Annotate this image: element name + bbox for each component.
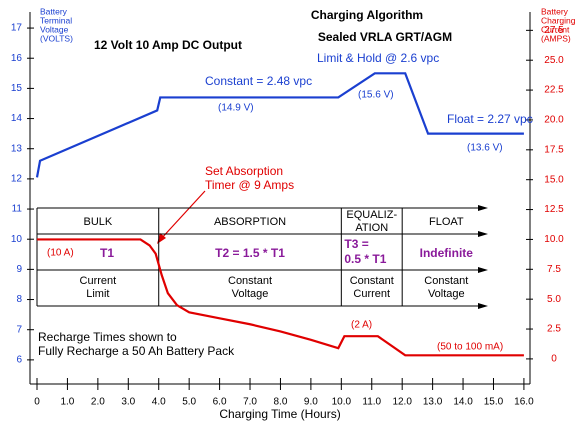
y2-tick-label: 15.0 <box>544 174 564 185</box>
phase-mode: Constant <box>424 275 468 287</box>
x-tick-label: 0 <box>34 397 40 408</box>
x-tick-label: 8.0 <box>274 397 288 408</box>
phase-name: ATION <box>355 222 388 234</box>
phase-duration: T1 <box>100 246 114 260</box>
table-arrow <box>478 231 488 237</box>
x-tick-label: 7.0 <box>243 397 257 408</box>
y-tick-label: 17 <box>11 23 23 34</box>
x-tick-label: 5.0 <box>182 397 196 408</box>
annotation: (50 to 100 mA) <box>437 342 503 353</box>
y2-axis-label: (AMPS) <box>541 33 571 43</box>
y-axis-label: Battery <box>40 6 68 16</box>
y2-tick-label: 25.0 <box>544 55 564 66</box>
y2-tick-label: 10.0 <box>544 234 564 245</box>
y-axis-label: (VOLTS) <box>40 33 73 43</box>
annotation: (15.6 V) <box>358 90 394 101</box>
y2-tick-label: 7.5 <box>547 264 561 275</box>
annotation: Timer @ 9 Amps <box>205 178 294 192</box>
phase-mode: Limit <box>86 288 109 300</box>
x-tick-label: 3.0 <box>121 397 135 408</box>
arrow-head <box>157 233 166 244</box>
x-tick-label: 10.0 <box>332 397 352 408</box>
y-tick-label: 7 <box>16 324 22 335</box>
annotation: (2 A) <box>351 320 372 331</box>
y2-tick-label: 20.0 <box>544 115 564 126</box>
x-tick-label: 2.0 <box>91 397 105 408</box>
x-tick-label: 9.0 <box>304 397 318 408</box>
x-tick-label: 12.0 <box>392 397 412 408</box>
table-arrow <box>478 303 488 309</box>
table-arrow <box>478 205 488 211</box>
phase-mode: Constant <box>228 275 272 287</box>
phase-name: EQUALIZ- <box>346 209 397 221</box>
annotation: (10 A) <box>47 248 74 259</box>
annotation: Recharge Times shown to <box>38 330 177 344</box>
phase-mode: Constant <box>350 275 394 287</box>
phase-name: FLOAT <box>429 216 464 228</box>
x-tick-label: 15.0 <box>484 397 504 408</box>
phase-mode: Voltage <box>232 288 269 300</box>
phase-mode: Voltage <box>428 288 465 300</box>
x-tick-label: 4.0 <box>152 397 166 408</box>
y-tick-label: 9 <box>16 264 22 275</box>
x-tick-label: 1.0 <box>60 397 74 408</box>
y-tick-label: 8 <box>16 294 22 305</box>
y-tick-label: 14 <box>11 113 23 124</box>
x-tick-label: 11.0 <box>362 397 381 408</box>
y-tick-label: 11 <box>12 204 23 215</box>
x-tick-label: 14.0 <box>453 397 473 408</box>
annotation-arrow <box>159 190 206 241</box>
annotation: Set Absorption <box>205 164 283 178</box>
y-axis-label: Terminal <box>40 15 72 25</box>
annotation: Limit & Hold @ 2.6 vpc <box>317 51 439 65</box>
y2-tick-label: 22.5 <box>544 85 564 96</box>
y2-axis-label: Charging <box>541 15 576 25</box>
y2-axis-label: Current <box>541 24 570 34</box>
phase-name: ABSORPTION <box>214 216 286 228</box>
y-axis-label: Voltage <box>40 24 69 34</box>
annotation: (14.9 V) <box>218 103 254 114</box>
y2-tick-label: 5.0 <box>547 294 561 305</box>
series-line <box>35 72 524 178</box>
phase-mode: Current <box>353 288 390 300</box>
y2-tick-label: 12.5 <box>544 204 564 215</box>
y-tick-label: 12 <box>11 174 23 185</box>
phase-duration: T3 = <box>344 237 368 251</box>
y-tick-label: 16 <box>11 53 23 64</box>
table-arrow <box>478 267 488 273</box>
chart-title: Charging Algorithm <box>311 8 423 22</box>
x-tick-label: 16.0 <box>514 397 534 408</box>
y2-tick-label: 17.5 <box>544 144 564 155</box>
chart-title: Sealed VRLA GRT/AGM <box>318 30 452 44</box>
annotation: (13.6 V) <box>467 143 503 154</box>
y2-tick-label: 2.5 <box>547 324 561 335</box>
phase-duration: T2 = 1.5 * T1 <box>215 246 285 260</box>
chart-subtitle: 12 Volt 10 Amp DC Output <box>94 38 242 52</box>
annotation: Fully Recharge a 50 Ah Battery Pack <box>38 344 235 358</box>
annotation: Constant = 2.48 vpc <box>205 74 312 88</box>
phase-duration: 0.5 * T1 <box>344 252 386 266</box>
y-tick-label: 10 <box>11 234 23 245</box>
phase-mode: Current <box>80 275 117 287</box>
phase-name: BULK <box>83 216 112 228</box>
y2-axis-label: Battery <box>541 6 569 16</box>
series-line <box>36 238 524 357</box>
y-tick-label: 13 <box>11 143 23 154</box>
x-axis-label: Charging Time (Hours) <box>219 407 340 421</box>
annotation: Float = 2.27 vpc <box>447 112 533 126</box>
y-tick-label: 6 <box>16 355 22 366</box>
phase-duration: Indefinite <box>420 246 474 260</box>
x-tick-label: 6.0 <box>213 397 227 408</box>
y2-tick-label: 0 <box>551 354 557 365</box>
y-tick-label: 15 <box>11 83 23 94</box>
y2-tick-label: 27.5 <box>544 25 564 36</box>
x-tick-label: 13.0 <box>423 397 443 408</box>
